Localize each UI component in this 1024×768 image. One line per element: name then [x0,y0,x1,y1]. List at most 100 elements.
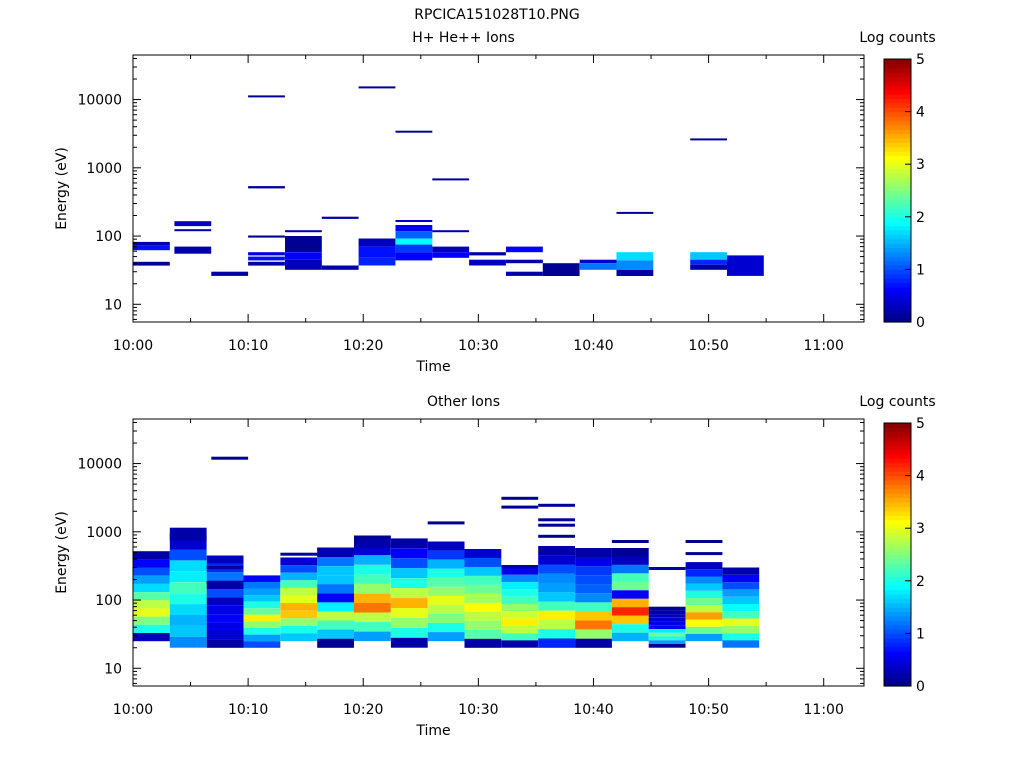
colorbar-segment [884,63,911,69]
heatmap-cell [722,596,760,604]
heatmap-cell [358,238,396,247]
heatmap-cell [280,580,318,588]
heatmap-cell [469,252,506,256]
heatmap-line [280,552,318,556]
colorbar-segment [884,133,911,139]
heatmap-cell [501,596,539,604]
colorbar-segment [884,273,911,279]
heatmap-cell [133,241,170,246]
heatmap-cell [611,581,649,591]
colorbar-tick-label: 1 [916,262,925,278]
heatmap-cell [432,178,470,181]
colorbar-segment [884,497,911,503]
heatmap-cell [722,640,760,648]
colorbar: 0 1 2 3 4 5 Log counts [859,394,935,695]
heatmap-cell [169,604,207,615]
heatmap-cell [538,629,575,639]
heatmap-cell [174,229,212,232]
colorbar-segment [884,89,911,95]
heatmap-cell [390,617,428,628]
heatmap-cell [538,610,575,620]
colorbar-segment [884,620,911,626]
y-tick-label: 100 [95,593,122,609]
heatmap-cell [611,548,649,557]
heatmap-cell [575,584,612,594]
heatmap-cell [432,246,470,253]
colorbar-segment [884,269,911,275]
colorbar-segment [884,427,911,433]
heatmap-cell [317,629,354,639]
colorbar-segment [884,151,911,157]
colorbar-segment [884,67,911,73]
colorbar-segment [884,642,911,648]
heatmap-cell [248,95,285,98]
colorbar: 0 1 2 3 4 5 Log counts [859,30,935,331]
colorbar-segment [884,519,911,525]
colorbar-segment [884,506,911,512]
heatmap-cell [280,565,318,573]
heatmap-cell [243,601,281,609]
heatmap-cell [685,576,723,584]
colorbar-segment [884,124,911,130]
heatmap-cell [317,557,354,567]
heatmap-line [501,505,539,509]
heatmap-cell [575,593,612,603]
heatmap-line [538,518,575,522]
heatmap-cell [285,230,322,233]
heatmap-cell [501,611,539,619]
heatmap-cell [648,606,686,611]
colorbar-segment [884,208,911,214]
colorbar-segment [884,659,911,665]
colorbar-segment [884,146,911,152]
colorbar-segment [884,576,911,582]
colorbar-tick-label: 2 [916,574,925,590]
colorbar-segment [884,536,911,542]
heatmap-cell [722,611,760,619]
heatmap-cell [390,588,428,598]
colorbar-tick-label: 4 [916,105,925,121]
heatmap-cell [611,624,649,633]
heatmap-cell [354,555,391,565]
colorbar-segment [884,260,911,266]
heatmap-cell [169,582,207,594]
colorbar-segment [884,664,911,670]
heatmap-cell [133,583,170,593]
colorbar-tick-label: 3 [916,521,925,537]
heatmap-cell [722,633,760,641]
heatmap-cell [169,560,207,572]
colorbar-segment [884,672,911,678]
heatmap-cell [575,548,612,558]
heatmap-cell [501,567,539,575]
colorbar-segment [884,602,911,608]
heatmap-cell [285,259,322,270]
colorbar-segment [884,655,911,661]
panel-h-he-ions: H+ He++ Ions 10:00 10:10 10:20 10:30 10:40 10:… [54,30,936,375]
colorbar-segment [884,567,911,573]
heatmap-cell [243,588,281,596]
heatmap-cell [722,574,760,583]
x-tick-label: 10:40 [573,702,613,718]
heatmap-cell [427,541,465,551]
heatmap-cell [354,593,391,603]
heatmap-cell [211,271,249,276]
x-tick-label: 11:00 [804,702,844,718]
heatmap-cell [390,578,428,589]
colorbar-segment [884,615,911,621]
heatmap-cell [395,252,433,261]
heatmap-cell [206,555,244,564]
colorbar-segment [884,580,911,586]
heatmap-cell [501,582,539,590]
heatmap-cell [685,598,723,606]
heatmap-cell [611,573,649,582]
colorbar-segment [884,265,911,270]
colorbar-segment [884,471,911,477]
colorbar-segment [884,115,911,121]
colorbar-segment [884,668,911,674]
colorbar-segment [884,164,911,170]
colorbar-segment [884,488,911,494]
heatmap-cell [722,618,760,626]
heatmap-cell [501,589,539,597]
heatmap-cell [395,220,433,222]
heatmap-cell [169,571,207,583]
heatmap-cell [648,610,686,615]
